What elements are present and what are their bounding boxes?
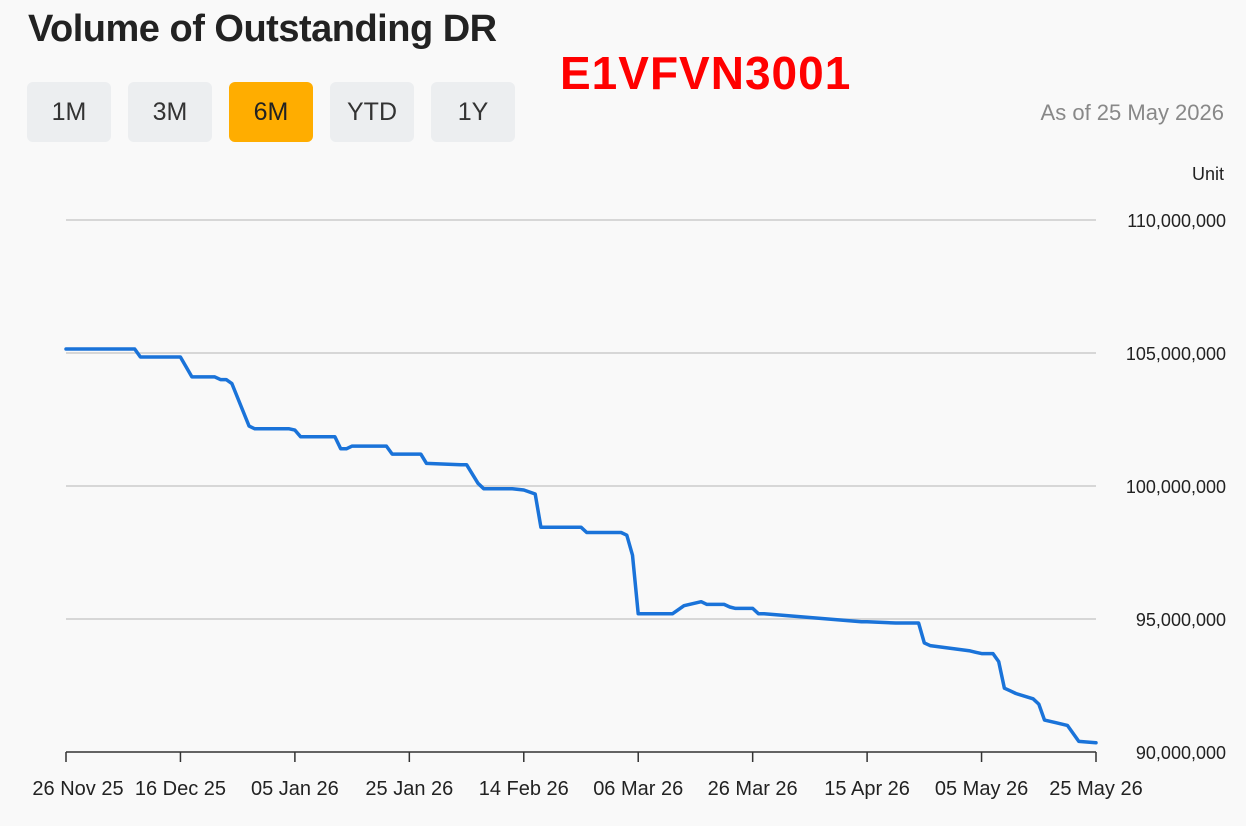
y-tick-label: 110,000,000 bbox=[1127, 211, 1226, 231]
x-tick-label: 16 Dec 25 bbox=[135, 778, 226, 800]
unit-label: Unit bbox=[1191, 164, 1224, 184]
y-tick-label: 90,000,000 bbox=[1136, 743, 1226, 763]
x-axis-ticks: 26 Nov 25 16 Dec 25 05 Jan 26 25 Jan 26 14 F… bbox=[32, 752, 1143, 800]
x-tick-label: 14 Feb 26 bbox=[479, 778, 569, 800]
x-tick-label: 26 Nov 25 bbox=[32, 778, 123, 800]
range-button-3m[interactable]: 3M bbox=[128, 82, 212, 142]
series-line[interactable] bbox=[64, 347, 1098, 745]
range-selector: 1M 3M 6M YTD 1Y bbox=[27, 82, 515, 142]
grid-lines bbox=[66, 219, 1096, 620]
range-button-1y[interactable]: 1Y bbox=[431, 82, 515, 142]
as-of-date: As of 25 May 2026 bbox=[1040, 100, 1224, 125]
x-tick-label: 15 Apr 26 bbox=[824, 778, 910, 800]
y-tick-label: 95,000,000 bbox=[1136, 610, 1226, 630]
x-tick-label: 05 May 26 bbox=[935, 778, 1028, 800]
x-tick-label: 26 Mar 26 bbox=[708, 778, 798, 800]
range-button-6m[interactable]: 6M bbox=[229, 82, 313, 142]
symbol-code-overlay: E1VFVN3001 bbox=[560, 47, 852, 99]
x-tick-label: 05 Jan 26 bbox=[251, 778, 339, 800]
chart-title: Volume of Outstanding DR bbox=[28, 8, 497, 50]
range-button-ytd[interactable]: YTD bbox=[330, 82, 414, 142]
y-axis-ticks: 90,000,000 95,000,000 100,000,000 105,000,0… bbox=[1126, 211, 1226, 763]
range-button-1m[interactable]: 1M bbox=[27, 82, 111, 142]
x-tick-label: 25 Jan 26 bbox=[365, 778, 453, 800]
y-tick-label: 100,000,000 bbox=[1126, 477, 1226, 497]
x-tick-label: 25 May 26 bbox=[1049, 778, 1142, 800]
x-tick-label: 06 Mar 26 bbox=[593, 778, 683, 800]
y-tick-label: 105,000,000 bbox=[1126, 344, 1226, 364]
